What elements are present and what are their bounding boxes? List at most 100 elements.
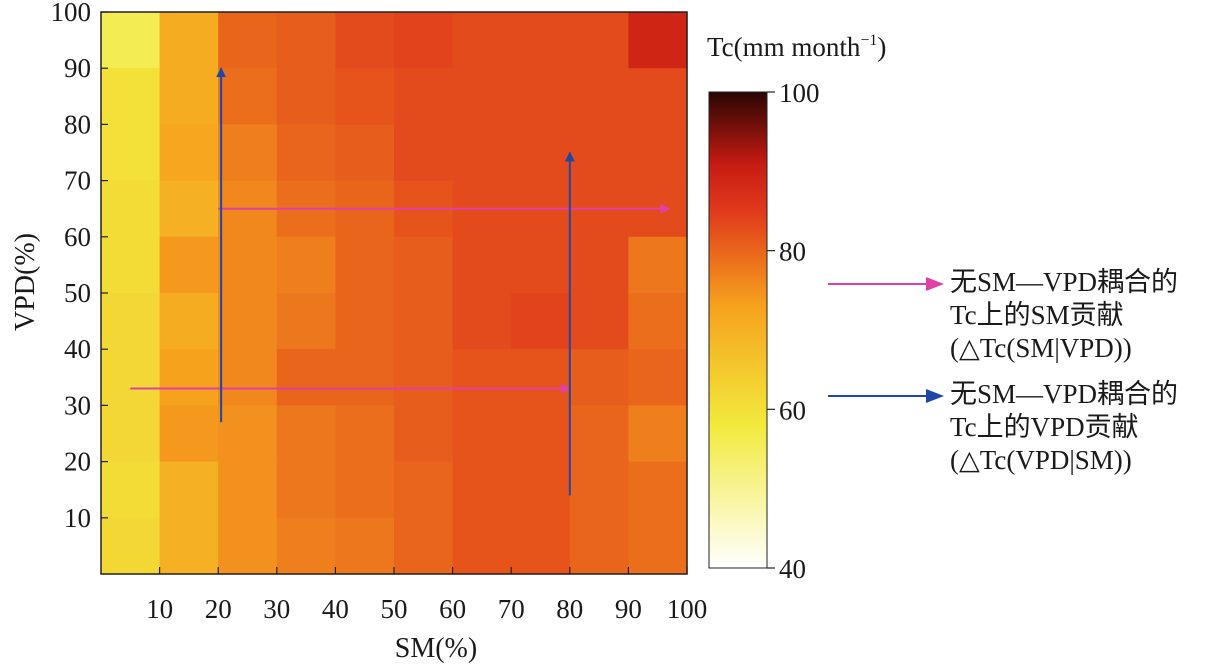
legend-vpd-contribution: 无SM—VPD耦合的 Tc上的VPD贡献 (△Tc(VPD|SM)) bbox=[950, 378, 1178, 477]
heatmap-cell bbox=[335, 349, 395, 406]
heatmap-cell bbox=[276, 236, 336, 294]
heatmap-cell bbox=[276, 293, 336, 350]
y-tick-label: 80 bbox=[64, 109, 91, 139]
heatmap-cell bbox=[394, 124, 454, 182]
heatmap-cell bbox=[218, 236, 278, 294]
heatmap-cell bbox=[218, 349, 278, 406]
heatmap-cell bbox=[452, 236, 512, 294]
x-tick-label: 80 bbox=[556, 594, 583, 624]
legend-blue-arrow-icon bbox=[828, 389, 944, 403]
colorbar-tick-label: 40 bbox=[779, 554, 806, 584]
heatmap-cell bbox=[335, 236, 395, 294]
heatmap-cell bbox=[628, 12, 688, 69]
heatmap-cell bbox=[628, 293, 688, 350]
heatmap-cell bbox=[394, 293, 454, 350]
colorbar-tick-label: 100 bbox=[779, 78, 820, 108]
x-tick-label: 40 bbox=[322, 594, 349, 624]
heatmap-cell bbox=[276, 124, 336, 182]
y-tick-label: 70 bbox=[64, 166, 91, 196]
heatmap-cell bbox=[101, 293, 161, 350]
heatmap-cell bbox=[159, 405, 219, 463]
heatmap-cell bbox=[394, 236, 454, 294]
y-tick-label: 30 bbox=[64, 390, 91, 420]
y-tick-label: 50 bbox=[64, 278, 91, 308]
heatmap-cell bbox=[511, 68, 571, 125]
heatmap-cell bbox=[276, 68, 336, 125]
colorbar bbox=[708, 91, 768, 569]
heatmap-cell bbox=[569, 405, 629, 463]
heatmap-cell bbox=[452, 12, 512, 69]
heatmap-cell bbox=[101, 461, 161, 519]
heatmap-cell bbox=[159, 349, 219, 406]
heatmap-cell bbox=[452, 517, 512, 575]
heatmap-cell bbox=[394, 405, 454, 463]
heatmap-cell bbox=[569, 124, 629, 182]
heatmap-cell bbox=[394, 349, 454, 406]
heatmap-cell bbox=[159, 236, 219, 294]
heatmap-cell bbox=[511, 349, 571, 406]
heatmap-cell bbox=[159, 124, 219, 182]
heatmap-cell bbox=[452, 405, 512, 463]
heatmap-cell bbox=[101, 405, 161, 463]
heatmap-cell bbox=[511, 12, 571, 69]
heatmap-cell bbox=[276, 517, 336, 575]
heatmap-cell bbox=[452, 349, 512, 406]
heatmap-cell bbox=[394, 12, 454, 69]
legend-vpd-line-1: 无SM—VPD耦合的 bbox=[950, 379, 1179, 409]
heatmap-cell bbox=[569, 236, 629, 294]
heatmap-cell bbox=[628, 236, 688, 294]
heatmap-cell bbox=[335, 124, 395, 182]
heatmap-cell bbox=[276, 461, 336, 519]
heatmap-cell bbox=[218, 405, 278, 463]
heatmap-cell bbox=[628, 124, 688, 182]
x-tick-label: 70 bbox=[498, 594, 525, 624]
heatmap-cell bbox=[335, 461, 395, 519]
heatmap-cell bbox=[335, 405, 395, 463]
legend-vpd-line-3: (△Tc(VPD|SM)) bbox=[950, 445, 1132, 475]
y-tick-label: 90 bbox=[64, 53, 91, 83]
axis-ticks: 10 20 30 40 50 60 70 80 90 100 10 20 30 40 50 60 70 80 90 1… bbox=[51, 0, 708, 624]
heatmap-cell bbox=[511, 461, 571, 519]
colorbar-title: Tc(mm month−1) bbox=[707, 32, 886, 62]
heatmap-cell bbox=[218, 68, 278, 125]
heatmap-cell bbox=[101, 124, 161, 182]
heatmap-cell bbox=[452, 461, 512, 519]
heatmap-cell bbox=[628, 349, 688, 406]
x-tick-label: 100 bbox=[667, 594, 708, 624]
heatmap-cell bbox=[511, 293, 571, 350]
y-tick-label: 20 bbox=[64, 447, 91, 477]
heatmap-cell bbox=[511, 236, 571, 294]
heatmap-cell bbox=[569, 293, 629, 350]
heatmap-cell bbox=[218, 12, 278, 69]
x-tick-label: 90 bbox=[615, 594, 642, 624]
heatmap-cell bbox=[159, 461, 219, 519]
heatmap-cell bbox=[569, 349, 629, 406]
heatmap-cell bbox=[569, 68, 629, 125]
heatmap-cell bbox=[335, 517, 395, 575]
x-tick-label: 10 bbox=[146, 594, 173, 624]
heatmap-cell bbox=[628, 68, 688, 125]
heatmap-cell bbox=[452, 124, 512, 182]
arrow-annotations bbox=[130, 67, 671, 496]
x-tick-label: 60 bbox=[439, 594, 466, 624]
heatmap-cell bbox=[452, 293, 512, 350]
heatmap-cell bbox=[218, 293, 278, 350]
heatmap-cell bbox=[101, 180, 161, 238]
heatmap-cell bbox=[511, 124, 571, 182]
y-tick-label: 100 bbox=[51, 0, 92, 27]
heatmap-cell bbox=[101, 68, 161, 125]
heatmap-cell bbox=[159, 12, 219, 69]
x-axis-label: SM(%) bbox=[395, 633, 477, 664]
y-tick-label: 60 bbox=[64, 222, 91, 252]
y-tick-label: 40 bbox=[64, 334, 91, 364]
heatmap-cell bbox=[394, 461, 454, 519]
heatmap-cell bbox=[628, 405, 688, 463]
heatmap-cell bbox=[101, 12, 161, 69]
heatmap-cell bbox=[276, 12, 336, 69]
heatmap-cell bbox=[101, 236, 161, 294]
colorbar-ticks: 40 60 80 100 bbox=[767, 78, 820, 584]
heatmap-cell bbox=[569, 517, 629, 575]
heatmap-cell bbox=[218, 124, 278, 182]
heatmap-cell bbox=[335, 293, 395, 350]
